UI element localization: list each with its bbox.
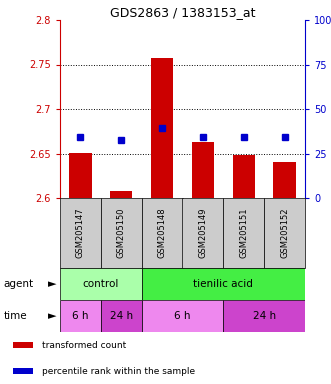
Text: GSM205147: GSM205147 [76,208,85,258]
Text: time: time [3,311,27,321]
Title: GDS2863 / 1383153_at: GDS2863 / 1383153_at [110,6,255,19]
Bar [232,155,255,198]
Text: transformed count: transformed count [42,341,126,349]
Bar [69,152,92,198]
Bar [60,198,101,268]
Bar [60,300,101,332]
Bar [151,58,173,198]
Bar [223,300,305,332]
Bar [223,198,264,268]
Bar [273,162,296,198]
Text: 24 h: 24 h [110,311,133,321]
Bar [264,198,305,268]
Bar [192,142,214,198]
Text: GSM205149: GSM205149 [198,208,208,258]
Bar [142,300,223,332]
Text: GSM205150: GSM205150 [117,208,126,258]
Text: agent: agent [3,279,33,289]
Bar [110,191,132,198]
Bar [101,300,142,332]
Bar [101,198,142,268]
Text: GSM205152: GSM205152 [280,208,289,258]
Bar [182,198,223,268]
Bar [142,268,305,300]
Text: GSM205148: GSM205148 [158,208,166,258]
Text: GSM205151: GSM205151 [239,208,248,258]
Text: 24 h: 24 h [253,311,276,321]
Text: percentile rank within the sample: percentile rank within the sample [42,366,195,376]
Bar [13,368,32,374]
Bar [142,198,182,268]
Text: 6 h: 6 h [174,311,191,321]
Text: 6 h: 6 h [72,311,89,321]
Text: ►: ► [48,311,57,321]
Bar [60,268,142,300]
Text: ►: ► [48,279,57,289]
Bar [13,342,32,348]
Text: control: control [83,279,119,289]
Text: tienilic acid: tienilic acid [193,279,253,289]
